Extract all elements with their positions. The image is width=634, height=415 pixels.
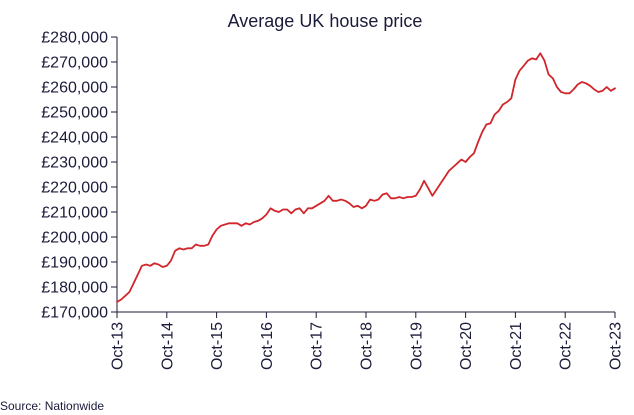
x-tick-label: Oct-15 xyxy=(209,322,226,370)
x-tick-label: Oct-17 xyxy=(309,322,326,370)
x-tick-label: Oct-13 xyxy=(110,322,127,370)
plot-series xyxy=(116,52,616,303)
y-tick-label: £190,000 xyxy=(41,255,108,272)
y-tick-label: £210,000 xyxy=(41,205,108,222)
y-tick-label: £170,000 xyxy=(41,305,108,322)
x-tick-label: Oct-19 xyxy=(408,322,425,370)
house-price-line xyxy=(116,52,616,303)
y-tick-label: £240,000 xyxy=(41,130,108,147)
x-tick-label: Oct-22 xyxy=(558,322,575,370)
x-axis: Oct-13 Oct-14 Oct-15 Oct-16 Oct-17 Oct-18 Oct-… xyxy=(110,311,625,370)
y-tick-label: £180,000 xyxy=(41,280,108,297)
y-axis: £170,000 £180,000 £190,000 £200,000 £210,000… xyxy=(41,30,118,322)
y-tick-label: £250,000 xyxy=(41,105,108,122)
y-tick-label: £230,000 xyxy=(41,155,108,172)
source-label: Source: Nationwide xyxy=(0,399,104,413)
chart-title: Average UK house price xyxy=(228,11,423,31)
y-tick-label: £220,000 xyxy=(41,180,108,197)
x-tick-label: Oct-23 xyxy=(608,322,625,370)
x-tick-label: Oct-16 xyxy=(259,322,276,370)
x-tick-label: Oct-21 xyxy=(508,322,525,370)
y-tick-label: £270,000 xyxy=(41,55,108,72)
x-tick-label: Oct-18 xyxy=(359,322,376,370)
y-tick-label: £280,000 xyxy=(41,30,108,47)
x-tick-label: Oct-14 xyxy=(159,322,176,370)
x-tick-label: Oct-20 xyxy=(458,322,475,370)
y-tick-label: £260,000 xyxy=(41,80,108,97)
y-tick-label: £200,000 xyxy=(41,230,108,247)
